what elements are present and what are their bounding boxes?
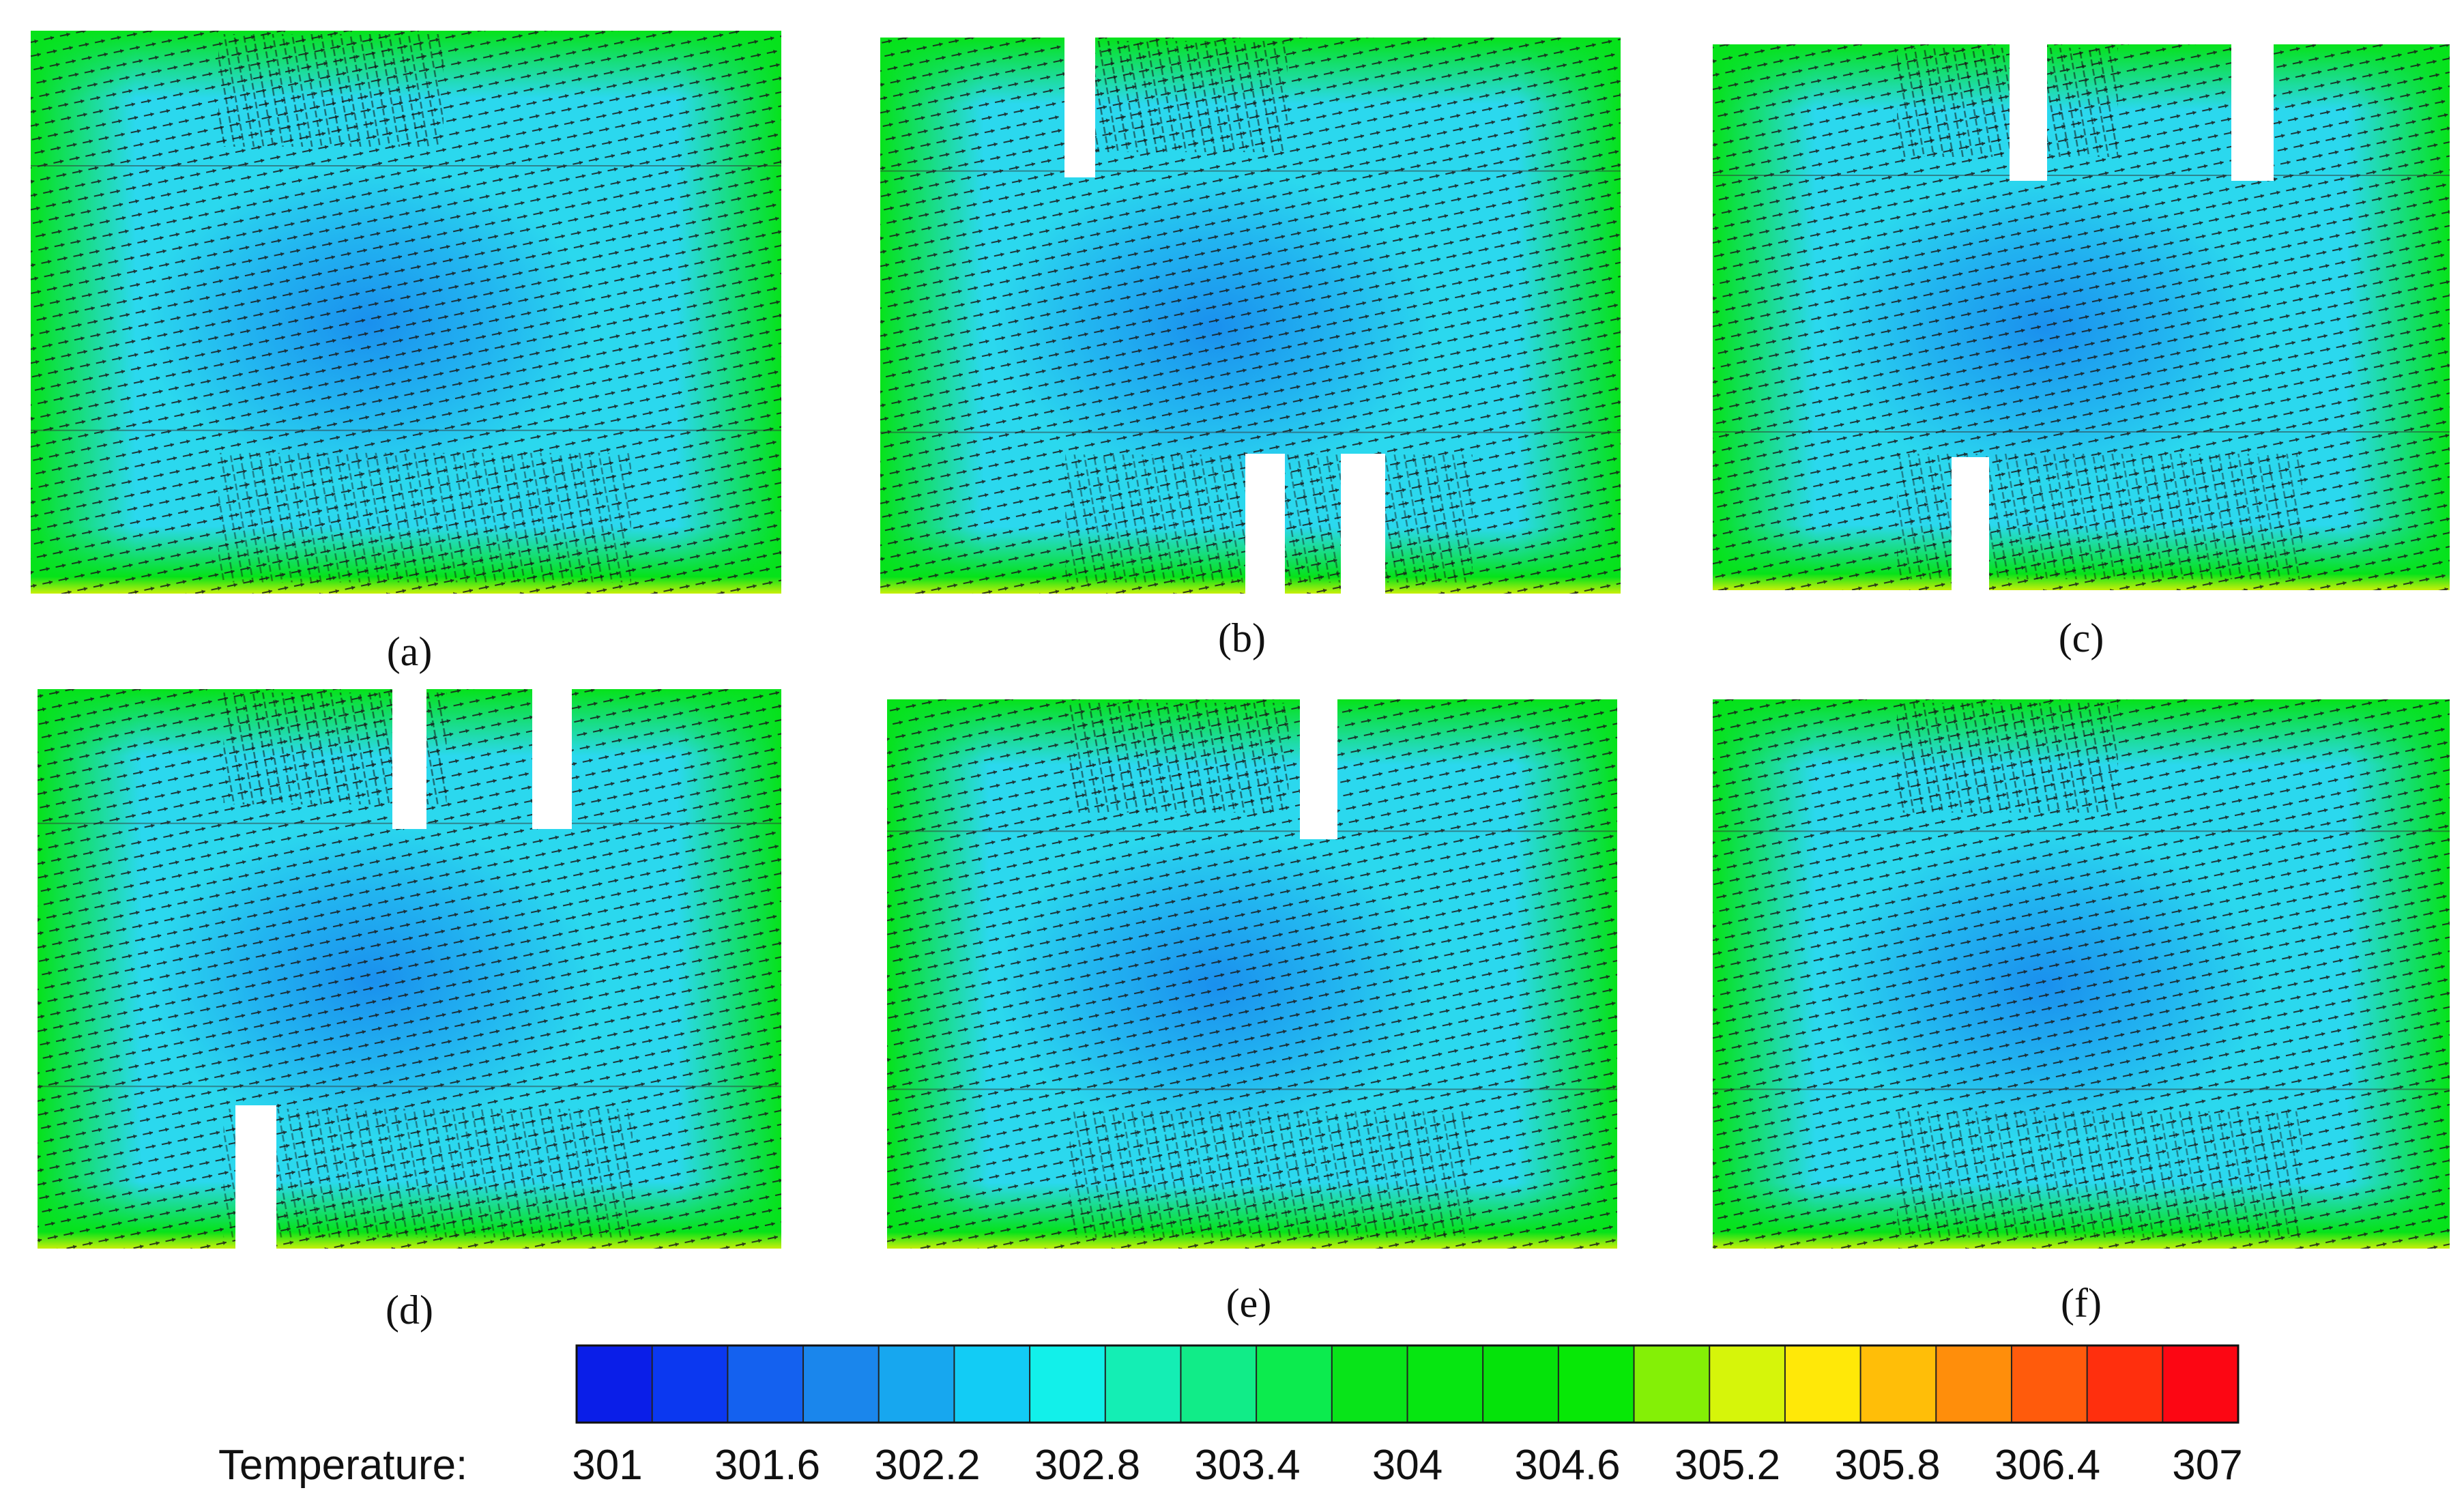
temperature-field-panel — [31, 31, 781, 594]
colorbar-tick-label: 302.2 — [874, 1442, 980, 1489]
colorbar-tick-label: 301.6 — [714, 1442, 820, 1489]
colorbar-tick-label: 305.8 — [1834, 1442, 1940, 1489]
panel-labels: (a) (b) (c) (d) (e) (f) — [386, 615, 2104, 1333]
colorbar-swatch — [1256, 1345, 1333, 1423]
contour-panels — [31, 31, 2450, 1249]
panel-label: (c) — [2059, 615, 2104, 660]
partition-opening — [235, 1105, 276, 1249]
colorbar-swatch — [1331, 1345, 1409, 1423]
colorbar-swatch — [2162, 1345, 2240, 1423]
colorbar-swatch — [576, 1345, 654, 1423]
colorbar-tick-label: 304 — [1372, 1442, 1443, 1489]
partition-opening — [1341, 454, 1385, 594]
temperature-field-panel — [38, 689, 781, 1249]
colorbar-tick-label: 302.8 — [1034, 1442, 1140, 1489]
colorbar-swatch — [802, 1345, 880, 1423]
colorbar-tick-label: 304.6 — [1514, 1442, 1620, 1489]
partition-opening — [392, 689, 426, 829]
colorbar-swatch — [1406, 1345, 1484, 1423]
colorbar-tick-label: 306.4 — [1995, 1442, 2100, 1489]
colorbar-tick-label: 301 — [572, 1442, 642, 1489]
colorbar-swatches — [575, 1344, 2240, 1424]
temperature-field-panel — [1713, 44, 2450, 590]
partition-opening — [1300, 699, 1337, 839]
colorbar-swatch — [953, 1345, 1031, 1423]
colorbar-tick-label: 303.4 — [1194, 1442, 1300, 1489]
panel-label: (a) — [387, 629, 433, 674]
temperature-field-panel — [887, 699, 1617, 1249]
colorbar-swatch — [1482, 1345, 1560, 1423]
colorbar-tick-label: 307 — [2172, 1442, 2242, 1489]
colorbar-swatch — [1180, 1345, 1258, 1423]
temperature-field-panel — [880, 38, 1621, 594]
colorbar-swatch — [1709, 1345, 1786, 1423]
partition-opening — [1245, 454, 1285, 594]
partition-opening — [2010, 44, 2047, 181]
colorbar-title: Temperature: — [218, 1442, 467, 1489]
temperature-field-panel — [1713, 699, 2450, 1249]
colorbar-swatch — [2010, 1345, 2089, 1423]
colorbar-swatch — [878, 1345, 955, 1423]
panel-label: (e) — [1226, 1281, 1272, 1326]
colorbar-swatch — [1859, 1345, 1937, 1423]
colorbar-ticks: 301 301.6 302.2 302.8 303.4 304 304.6 305.2 305.… — [572, 1442, 2242, 1489]
colorbar-swatch — [651, 1345, 729, 1423]
partition-opening — [2231, 44, 2274, 181]
colorbar-swatch — [727, 1345, 805, 1423]
colorbar-tick-label: 305.2 — [1675, 1442, 1780, 1489]
colorbar-swatch — [1784, 1345, 1862, 1423]
colorbar-swatch — [2086, 1345, 2164, 1423]
panel-label: (d) — [386, 1287, 433, 1333]
partition-opening — [1064, 38, 1095, 177]
partition-opening — [1952, 457, 1989, 590]
colorbar-swatch — [1104, 1345, 1182, 1423]
panel-label: (f) — [2061, 1281, 2102, 1326]
partition-opening — [532, 689, 572, 829]
temperature-colorbar: Temperature: 301 301.6 302.2 302.8 303.4 304 3… — [218, 1344, 2243, 1489]
colorbar-swatch — [1029, 1345, 1107, 1423]
colorbar-swatch — [1557, 1345, 1636, 1423]
colorbar-swatch — [1935, 1345, 2013, 1423]
colorbar-swatch — [1633, 1345, 1711, 1423]
panel-label: (b) — [1218, 615, 1266, 660]
